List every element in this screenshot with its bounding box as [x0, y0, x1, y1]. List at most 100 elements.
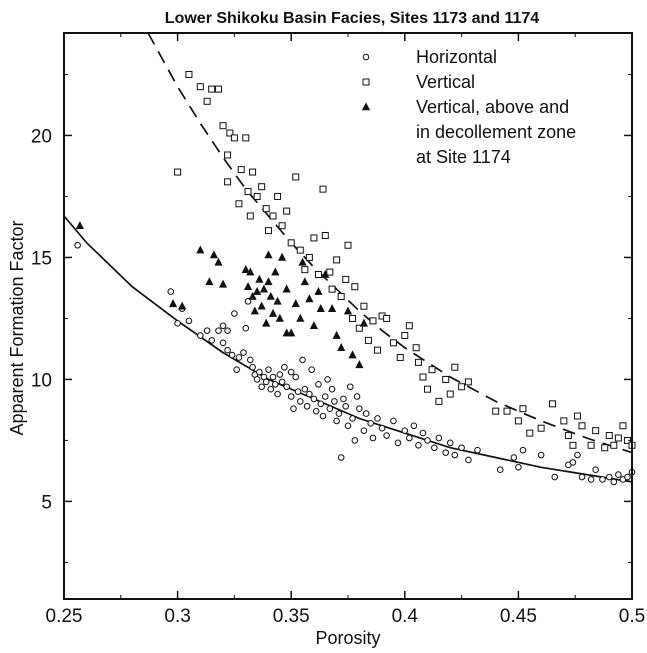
decollement-point	[75, 221, 84, 230]
decollement-point	[305, 294, 314, 303]
vertical-point	[364, 336, 372, 344]
fit-curves	[63, 32, 633, 483]
vertical-point	[244, 188, 252, 196]
horizontal-point	[185, 317, 193, 325]
vertical-point	[208, 85, 216, 93]
decollement-point	[298, 257, 307, 266]
horizontal-point	[174, 320, 181, 327]
horizontal-point	[578, 473, 586, 481]
plot-frame	[63, 32, 633, 600]
horizontal-point	[287, 393, 295, 400]
horizontal-point	[390, 417, 397, 425]
horizontal-point	[271, 381, 279, 388]
vertical-point	[614, 434, 622, 442]
x-tick-label: 0.45	[500, 606, 537, 627]
horizontal-point	[446, 439, 454, 447]
decollement-point	[282, 284, 291, 293]
decollement-point	[255, 274, 264, 283]
vertical-point	[369, 317, 377, 325]
horizontal-point	[215, 327, 222, 334]
horizontal-point	[262, 378, 270, 386]
vertical-point	[503, 407, 511, 415]
horizontal-point	[324, 376, 331, 383]
decollement-point	[259, 284, 269, 293]
vertical-point	[351, 283, 359, 291]
horizontal-point	[303, 402, 311, 410]
legend-marker-vertical-point	[362, 78, 370, 86]
horizontal-point	[610, 478, 618, 486]
decollement-point	[243, 282, 253, 291]
vertical-point	[328, 285, 336, 293]
decollement-point	[218, 279, 228, 288]
vertical-point	[283, 207, 291, 215]
horizontal-point	[281, 363, 288, 371]
decollement-point	[241, 264, 250, 273]
decollement-point	[250, 306, 259, 315]
vertical-point	[492, 407, 500, 415]
horizontal-point	[344, 422, 352, 430]
decollement-point	[248, 291, 257, 300]
vertical-point	[428, 366, 436, 374]
vertical-point	[305, 253, 313, 261]
horizontal-point	[465, 456, 472, 464]
legend-label: Vertical	[416, 72, 475, 92]
horizontal-point	[208, 337, 215, 344]
horizontal-point	[319, 412, 327, 420]
horizontal-point	[369, 434, 377, 442]
vertical-point	[292, 173, 300, 181]
vertical-point	[224, 151, 232, 159]
vertical-point	[264, 227, 272, 235]
vertical-point	[458, 383, 466, 391]
horizontal-point	[278, 378, 286, 386]
horizontal-point	[519, 446, 527, 454]
vertical-point	[396, 353, 404, 361]
vertical-point	[573, 412, 581, 420]
horizontal-point	[326, 405, 334, 413]
horizontal-point	[419, 429, 427, 437]
y-axis-label: Apparent Formation Factor	[7, 220, 27, 435]
horizontal-point	[410, 422, 418, 430]
horizontal-fit-curve	[63, 215, 633, 483]
decollement-point	[348, 350, 357, 359]
horizontal-point	[353, 393, 361, 400]
horizontal-point	[233, 366, 240, 373]
vertical-point	[203, 97, 211, 105]
horizontal-point	[474, 446, 481, 454]
vertical-point	[548, 400, 556, 408]
decollement-point	[316, 304, 325, 312]
horizontal-point	[203, 327, 211, 334]
vertical-point	[419, 373, 427, 381]
vertical-point	[296, 246, 304, 254]
vertical-point	[405, 322, 413, 330]
vertical-point	[242, 134, 250, 142]
horizontal-point	[290, 405, 297, 413]
vertical-point	[601, 444, 609, 452]
data-points	[74, 70, 636, 486]
horizontal-point	[592, 466, 599, 473]
horizontal-point	[74, 241, 81, 249]
vertical-point	[569, 441, 577, 449]
vertical-point-group	[174, 70, 636, 452]
vertical-point	[344, 241, 352, 249]
horizontal-point	[451, 451, 459, 459]
horizontal-point	[219, 339, 227, 347]
vertical-point	[414, 358, 422, 366]
horizontal-point	[235, 354, 243, 361]
legend-marker-horizontal-point	[362, 53, 370, 61]
horizontal-point	[328, 385, 336, 393]
horizontal-point	[394, 439, 402, 447]
horizontal-point	[247, 356, 254, 364]
vertical-point	[389, 339, 397, 347]
horizontal-point	[269, 373, 277, 381]
decollement-point	[300, 277, 309, 286]
vertical-point	[310, 234, 318, 242]
horizontal-point	[315, 381, 322, 388]
vertical-point	[301, 266, 309, 274]
decollement-point	[205, 277, 214, 286]
horizontal-point	[351, 437, 359, 444]
x-axis-label: Porosity	[315, 628, 380, 648]
horizontal-point	[378, 424, 386, 432]
vertical-point	[196, 83, 204, 91]
horizontal-point	[253, 376, 261, 383]
decollement-point	[291, 299, 300, 308]
